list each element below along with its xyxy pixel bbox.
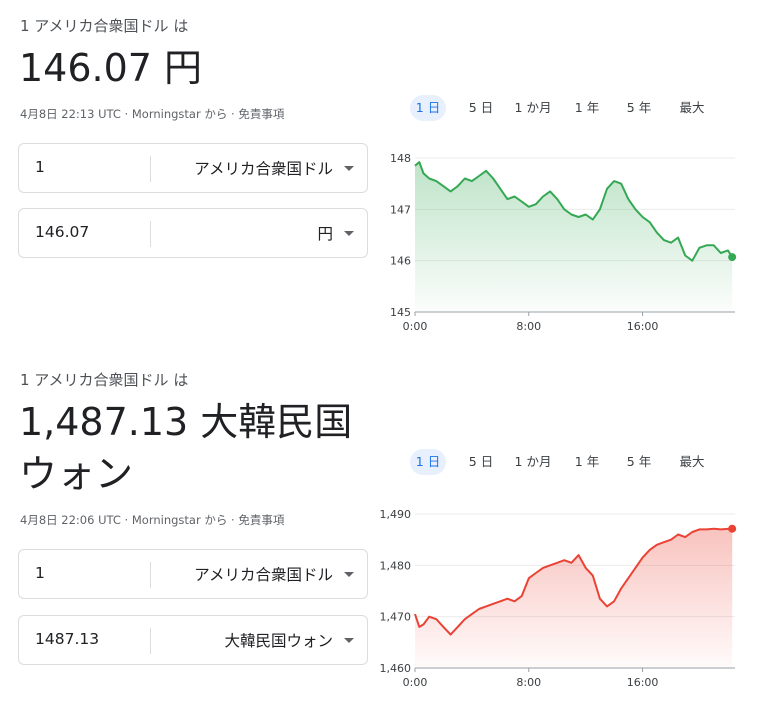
from-currency-select[interactable]: アメリカ合衆国ドル bbox=[194, 566, 333, 584]
to-currency-box: 1487.13 大韓民国ウォン bbox=[18, 615, 368, 665]
timestamp: 4月8日 22:13 UTC bbox=[20, 107, 121, 121]
time-range-tabs: 1 日 5 日 1 か月 1 年 5 年 最大 bbox=[410, 95, 730, 121]
tab-1-month[interactable]: 1 か月 bbox=[514, 454, 552, 469]
area-fill bbox=[415, 528, 733, 668]
last-value-dot bbox=[728, 524, 737, 533]
time-range-tabs: 1 日 5 日 1 か月 1 年 5 年 最大 bbox=[410, 449, 730, 475]
from-currency-box: 1 アメリカ合衆国ドル bbox=[18, 549, 368, 599]
y-tick-label: 148 bbox=[390, 152, 411, 165]
y-tick-label: 1,470 bbox=[380, 611, 412, 624]
tab-1-year[interactable]: 1 年 bbox=[574, 100, 600, 115]
x-tick-label: 16:00 bbox=[627, 320, 659, 333]
source: Morningstar から bbox=[131, 513, 228, 527]
y-tick-label: 146 bbox=[390, 255, 411, 268]
divider bbox=[150, 628, 151, 654]
divider bbox=[150, 562, 151, 588]
rate-chart-usd-krw[interactable]: 1,460 1,470 1,480 1,490 0:00 8:00 16:00 bbox=[380, 504, 750, 704]
converter-meta: 4月8日 22:13 UTC · Morningstar から · 免責事項 bbox=[20, 107, 285, 121]
source: Morningstar から bbox=[131, 107, 228, 121]
tab-1-day[interactable]: 1 日 bbox=[410, 95, 446, 121]
tab-1-month[interactable]: 1 か月 bbox=[514, 100, 552, 115]
caret-down-icon[interactable] bbox=[344, 638, 354, 643]
x-tick-label: 8:00 bbox=[516, 320, 541, 333]
area-fill bbox=[415, 162, 733, 312]
x-tick-label: 0:00 bbox=[403, 320, 428, 333]
from-amount-input[interactable]: 1 bbox=[35, 564, 45, 582]
from-amount-input[interactable]: 1 bbox=[35, 158, 45, 176]
tab-1-day[interactable]: 1 日 bbox=[410, 449, 446, 475]
to-currency-box: 146.07 円 bbox=[18, 208, 368, 258]
disclaimer-link[interactable]: 免責事項 bbox=[238, 513, 285, 527]
to-amount-input[interactable]: 146.07 bbox=[35, 223, 90, 241]
converter-result: 146.07 円 bbox=[19, 46, 203, 90]
tab-5-years[interactable]: 5 年 bbox=[626, 454, 652, 469]
series-line bbox=[414, 527, 733, 636]
y-tick-label: 1,480 bbox=[380, 559, 412, 572]
tab-max[interactable]: 最大 bbox=[679, 100, 705, 115]
y-tick-label: 147 bbox=[390, 203, 411, 216]
tab-5-days[interactable]: 5 日 bbox=[468, 100, 494, 115]
disclaimer-link[interactable]: 免責事項 bbox=[238, 107, 285, 121]
timestamp: 4月8日 22:06 UTC bbox=[20, 513, 121, 527]
x-tick-label: 0:00 bbox=[403, 676, 428, 689]
converter-meta: 4月8日 22:06 UTC · Morningstar から · 免責事項 bbox=[20, 513, 285, 527]
tab-max[interactable]: 最大 bbox=[679, 454, 705, 469]
last-value-dot bbox=[728, 253, 737, 262]
from-currency-select[interactable]: アメリカ合衆国ドル bbox=[194, 160, 333, 178]
series-line bbox=[414, 161, 734, 262]
x-tick-label: 16:00 bbox=[627, 676, 659, 689]
tab-5-days[interactable]: 5 日 bbox=[468, 454, 494, 469]
y-tick-label: 1,490 bbox=[380, 508, 412, 521]
to-currency-select[interactable]: 大韓民国ウォン bbox=[224, 632, 333, 650]
tab-5-years[interactable]: 5 年 bbox=[626, 100, 652, 115]
converter-usd-krw: 1 アメリカ合衆国ドル は 1,487.13 大韓民国 ウォン 4月8日 22:… bbox=[0, 354, 758, 708]
to-amount-input[interactable]: 1487.13 bbox=[35, 630, 100, 648]
caret-down-icon[interactable] bbox=[344, 231, 354, 236]
converter-result: 1,487.13 大韓民国 bbox=[19, 400, 353, 444]
y-tick-label: 145 bbox=[390, 306, 411, 319]
to-currency-select[interactable]: 円 bbox=[317, 225, 333, 243]
divider bbox=[150, 221, 151, 247]
converter-result-cont: ウォン bbox=[19, 452, 134, 496]
from-currency-box: 1 アメリカ合衆国ドル bbox=[18, 143, 368, 193]
y-tick-label: 1,460 bbox=[380, 662, 412, 675]
tab-1-year[interactable]: 1 年 bbox=[574, 454, 600, 469]
x-tick-label: 8:00 bbox=[516, 676, 541, 689]
converter-pre-label: 1 アメリカ合衆国ドル は bbox=[20, 17, 189, 35]
divider bbox=[150, 156, 151, 182]
caret-down-icon[interactable] bbox=[344, 572, 354, 577]
converter-usd-jpy: 1 アメリカ合衆国ドル は 146.07 円 4月8日 22:13 UTC · … bbox=[18, 17, 750, 348]
converter-pre-label: 1 アメリカ合衆国ドル は bbox=[20, 371, 189, 389]
caret-down-icon[interactable] bbox=[344, 166, 354, 171]
rate-chart-usd-jpy[interactable]: 145 146 147 148 0:00 8:00 16:00 bbox=[380, 148, 750, 348]
